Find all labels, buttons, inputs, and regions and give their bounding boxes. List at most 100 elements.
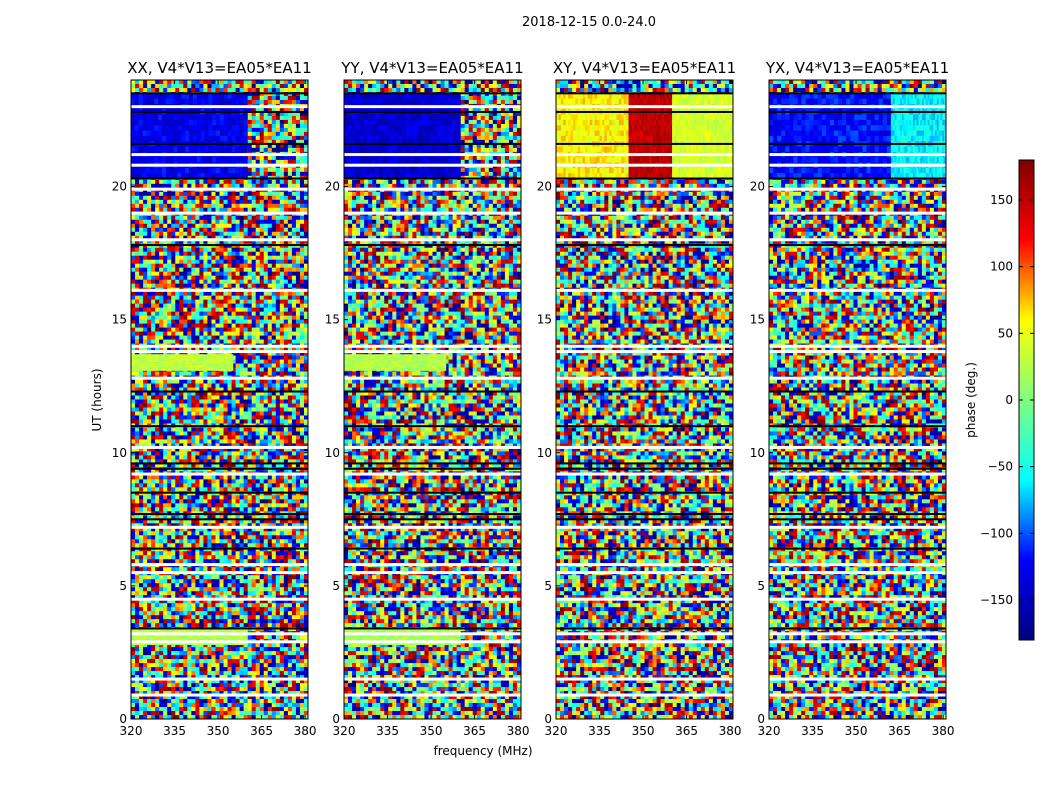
phase-cell bbox=[141, 363, 146, 365]
phase-cell bbox=[131, 631, 136, 634]
phase-cell bbox=[350, 357, 355, 359]
phase-cell bbox=[367, 368, 372, 370]
phase-cell bbox=[398, 367, 403, 369]
phase-cell bbox=[726, 98, 730, 105]
phase-cell bbox=[391, 365, 396, 367]
phase-cell bbox=[390, 631, 395, 634]
phase-cell bbox=[421, 631, 426, 634]
phase-cell bbox=[229, 356, 234, 358]
phase-cell bbox=[151, 354, 156, 356]
phase-cell bbox=[644, 173, 647, 180]
phase-cell bbox=[435, 368, 440, 370]
phase-cell bbox=[371, 357, 376, 359]
phase-cell bbox=[712, 125, 716, 132]
phase-cell bbox=[131, 636, 136, 639]
phase-cell bbox=[436, 157, 442, 164]
phase-cell bbox=[219, 359, 224, 361]
phase-cell bbox=[404, 356, 409, 358]
phase-cell bbox=[405, 98, 411, 105]
phase-cell bbox=[144, 364, 149, 366]
phase-cell bbox=[714, 146, 718, 153]
phase-cell bbox=[777, 114, 782, 121]
phase-cell bbox=[643, 173, 646, 180]
phase-cell bbox=[664, 93, 667, 100]
phase-cell bbox=[391, 356, 396, 358]
phase-cell bbox=[388, 363, 392, 365]
phase-cell bbox=[158, 361, 163, 363]
phase-cell bbox=[421, 358, 426, 360]
phase-cell bbox=[360, 354, 365, 356]
phase-cell bbox=[678, 146, 681, 153]
x-tick-label: 350 bbox=[632, 724, 655, 738]
phase-cell bbox=[239, 125, 244, 132]
phase-cell bbox=[435, 359, 440, 361]
phase-cell bbox=[724, 146, 728, 153]
phase-cell bbox=[438, 360, 443, 362]
phase-cell bbox=[229, 364, 234, 366]
phase-cell bbox=[436, 631, 442, 634]
phase-cell bbox=[208, 368, 213, 370]
phase-cell bbox=[371, 355, 376, 357]
phase-cell bbox=[394, 167, 399, 174]
phase-cell bbox=[809, 157, 815, 164]
phase-cell bbox=[208, 638, 213, 641]
phase-cell bbox=[198, 363, 203, 365]
phase-cell bbox=[225, 369, 230, 371]
phase-cell bbox=[198, 365, 203, 367]
phase-cell bbox=[382, 130, 388, 137]
phase-cell bbox=[138, 638, 144, 641]
phase-cell bbox=[817, 125, 823, 132]
phase-cell bbox=[601, 130, 605, 137]
phase-cell bbox=[565, 167, 569, 174]
phase-cell bbox=[623, 157, 627, 164]
phase-cell bbox=[623, 167, 627, 174]
phase-cell bbox=[425, 146, 430, 153]
phase-cell bbox=[216, 631, 221, 634]
phase-cell bbox=[235, 631, 240, 634]
phase-cell bbox=[402, 98, 407, 105]
phase-cell bbox=[158, 354, 163, 356]
phase-cell bbox=[158, 643, 163, 646]
phase-cell bbox=[192, 639, 198, 642]
panel-title: XY, V4*V13=EA05*EA11 bbox=[553, 59, 736, 77]
phase-cell bbox=[882, 119, 888, 126]
phase-cell bbox=[394, 638, 399, 641]
phase-cell bbox=[161, 635, 167, 638]
phase-cell bbox=[219, 119, 225, 126]
phase-cell bbox=[374, 365, 379, 367]
phase-cell bbox=[146, 119, 151, 126]
phase-cell bbox=[191, 369, 196, 371]
phase-cell bbox=[378, 135, 384, 142]
phase-cell bbox=[660, 119, 663, 126]
phase-cell bbox=[435, 366, 440, 368]
phase-cell bbox=[154, 357, 159, 359]
phase-cell bbox=[363, 98, 368, 105]
phase-cell bbox=[606, 130, 610, 137]
phase-cell bbox=[870, 93, 876, 100]
phase-cell bbox=[585, 135, 589, 142]
phase-cell bbox=[222, 363, 227, 365]
phase-cell bbox=[674, 125, 677, 132]
phase-cell bbox=[219, 629, 225, 632]
phase-cell bbox=[704, 125, 708, 132]
phase-cell bbox=[402, 629, 407, 632]
phase-cell bbox=[363, 135, 368, 142]
phase-cell bbox=[154, 631, 159, 634]
phase-cell bbox=[448, 114, 453, 121]
phase-cell bbox=[158, 369, 163, 371]
phase-cell bbox=[878, 167, 884, 174]
phase-cell bbox=[669, 167, 672, 174]
phase-cell bbox=[664, 114, 667, 121]
phase-cell bbox=[592, 167, 596, 174]
phase-cell bbox=[386, 146, 392, 153]
phase-cell bbox=[428, 365, 433, 367]
phase-cell bbox=[886, 157, 892, 164]
phase-cell bbox=[456, 157, 461, 164]
phase-cell bbox=[716, 130, 720, 137]
phase-cell bbox=[231, 629, 237, 632]
phase-cell bbox=[702, 167, 706, 174]
phase-cell bbox=[632, 173, 635, 180]
phase-cell bbox=[381, 361, 386, 363]
